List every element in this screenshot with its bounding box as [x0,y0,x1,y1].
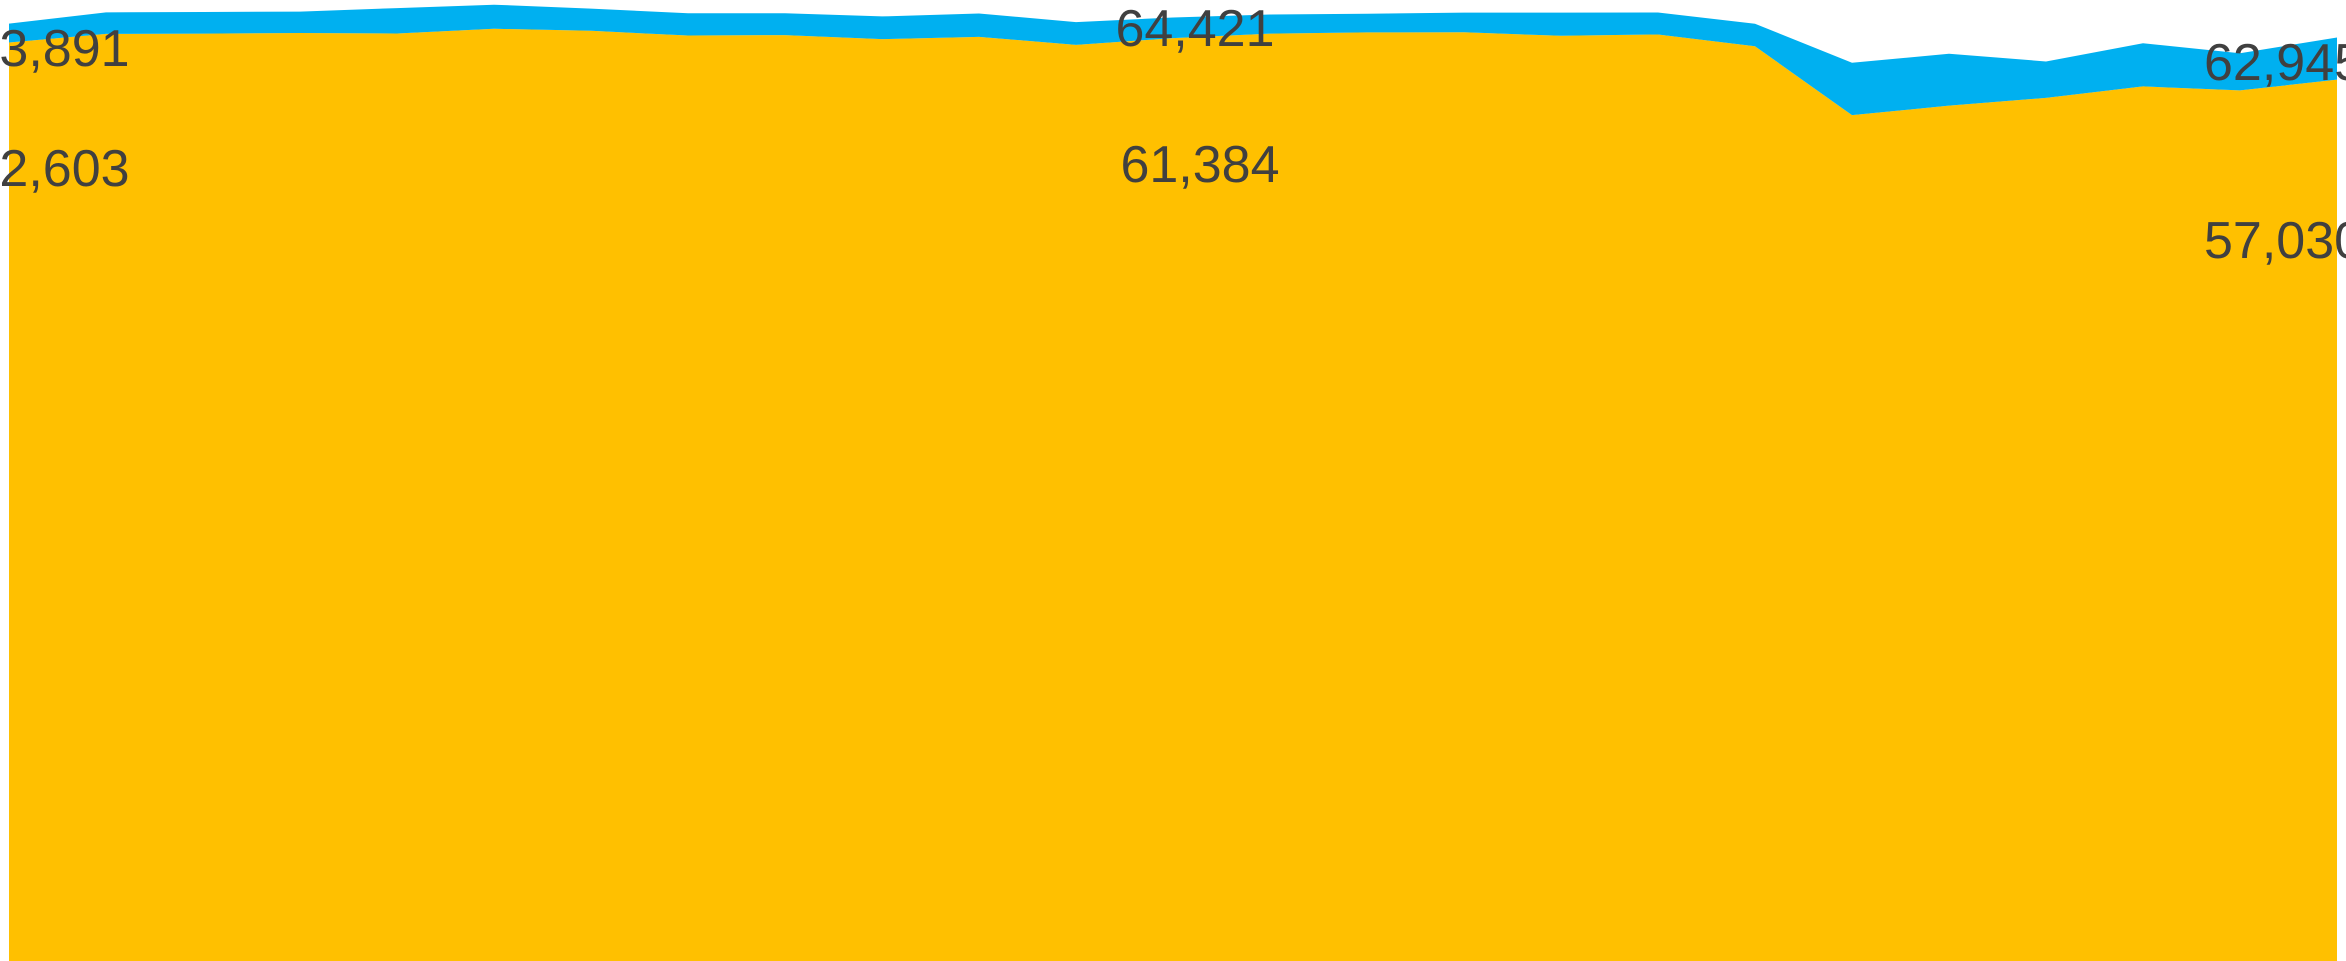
area-series-1 [9,28,2337,961]
data-label-end-bottom: 57,030 [2204,212,2346,270]
data-label-start-bottom: 62,603 [0,140,130,198]
area-series-group [9,4,2337,961]
data-label-mid-top: 64,421 [1115,0,1274,58]
area-series-2 [9,4,2337,116]
data-label-group: 62,603 63,891 61,384 64,421 57,030 62,94… [0,0,2346,270]
data-label-start-top: 63,891 [0,20,130,78]
data-label-end-top: 62,945 [2204,34,2346,92]
data-label-mid-bottom: 61,384 [1120,136,1279,194]
